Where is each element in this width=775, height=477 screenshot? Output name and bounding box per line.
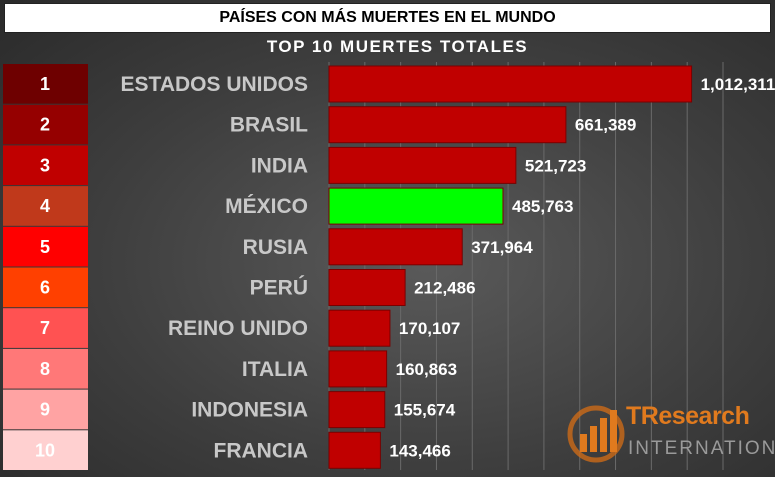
rank-label: 3 (40, 155, 50, 175)
value-label: 371,964 (471, 238, 533, 257)
rank-label: 2 (40, 115, 50, 135)
bar (328, 431, 381, 469)
country-label: RUSIA (243, 236, 308, 259)
country-label: REINO UNIDO (168, 317, 308, 340)
country-labels: ESTADOS UNIDOS BRASIL INDIA MÉXICO RUSIA PERÚ… (121, 73, 309, 462)
rank-label: 1 (40, 74, 50, 94)
rank-label: 7 (40, 318, 50, 338)
rank-cell (3, 430, 88, 470)
value-label: 170,107 (399, 319, 460, 338)
logo-subtitle: INTERNATIONAL (628, 438, 775, 459)
bar (328, 228, 463, 266)
rank-cell (3, 348, 88, 389)
bar (328, 391, 386, 429)
rank-column: 1 2 3 4 5 6 7 8 9 10 (3, 64, 88, 470)
bar (328, 269, 406, 306)
rank-label: 9 (40, 400, 50, 420)
value-label: 160,863 (396, 360, 457, 379)
country-label: FRANCIA (214, 439, 309, 462)
rank-cell (3, 145, 88, 186)
rank-label: 5 (40, 237, 50, 257)
logo-mark-icon (567, 405, 625, 463)
value-label: 143,466 (389, 441, 450, 460)
value-labels: 1,012,311 661,389 521,723 485,763 371,964 212… (389, 75, 775, 460)
bar (328, 65, 693, 103)
country-label: ESTADOS UNIDOS (121, 73, 308, 96)
rank-cell (3, 186, 88, 226)
rank-cell (3, 308, 88, 348)
rank-cell (3, 389, 88, 430)
rank-cell (3, 64, 88, 104)
country-label: PERÚ (250, 276, 308, 300)
value-label: 521,723 (525, 156, 586, 175)
country-label: MÉXICO (225, 195, 308, 218)
bar (328, 187, 504, 225)
rank-cell (3, 104, 88, 145)
chart-title: TOP 10 MUERTES TOTALES (266, 37, 529, 56)
value-label: 1,012,311 (701, 75, 775, 94)
country-label: INDONESIA (191, 399, 308, 422)
bar (328, 350, 388, 388)
rank-label: 10 (35, 440, 55, 460)
country-label: INDIA (251, 154, 308, 177)
rank-label: 4 (40, 196, 50, 216)
country-label: BRASIL (230, 114, 308, 137)
bar (328, 309, 391, 347)
rank-cell (3, 267, 88, 308)
value-label: 485,763 (512, 197, 573, 216)
country-label: ITALIA (242, 358, 308, 381)
value-label: 661,389 (575, 116, 636, 135)
rank-label: 6 (40, 278, 50, 298)
value-label: 212,486 (414, 279, 475, 298)
rank-cell (3, 226, 88, 267)
bars (328, 65, 693, 469)
rank-label: 8 (40, 359, 50, 379)
page-title: PAÍSES CON MÁS MUERTES EN EL MUNDO (4, 3, 771, 33)
logo-name: TResearch (626, 402, 750, 430)
bar (328, 146, 517, 184)
tresearch-logo: TResearch INTERNATIONAL (566, 400, 775, 466)
value-label: 155,674 (394, 401, 456, 420)
bar (328, 106, 567, 144)
